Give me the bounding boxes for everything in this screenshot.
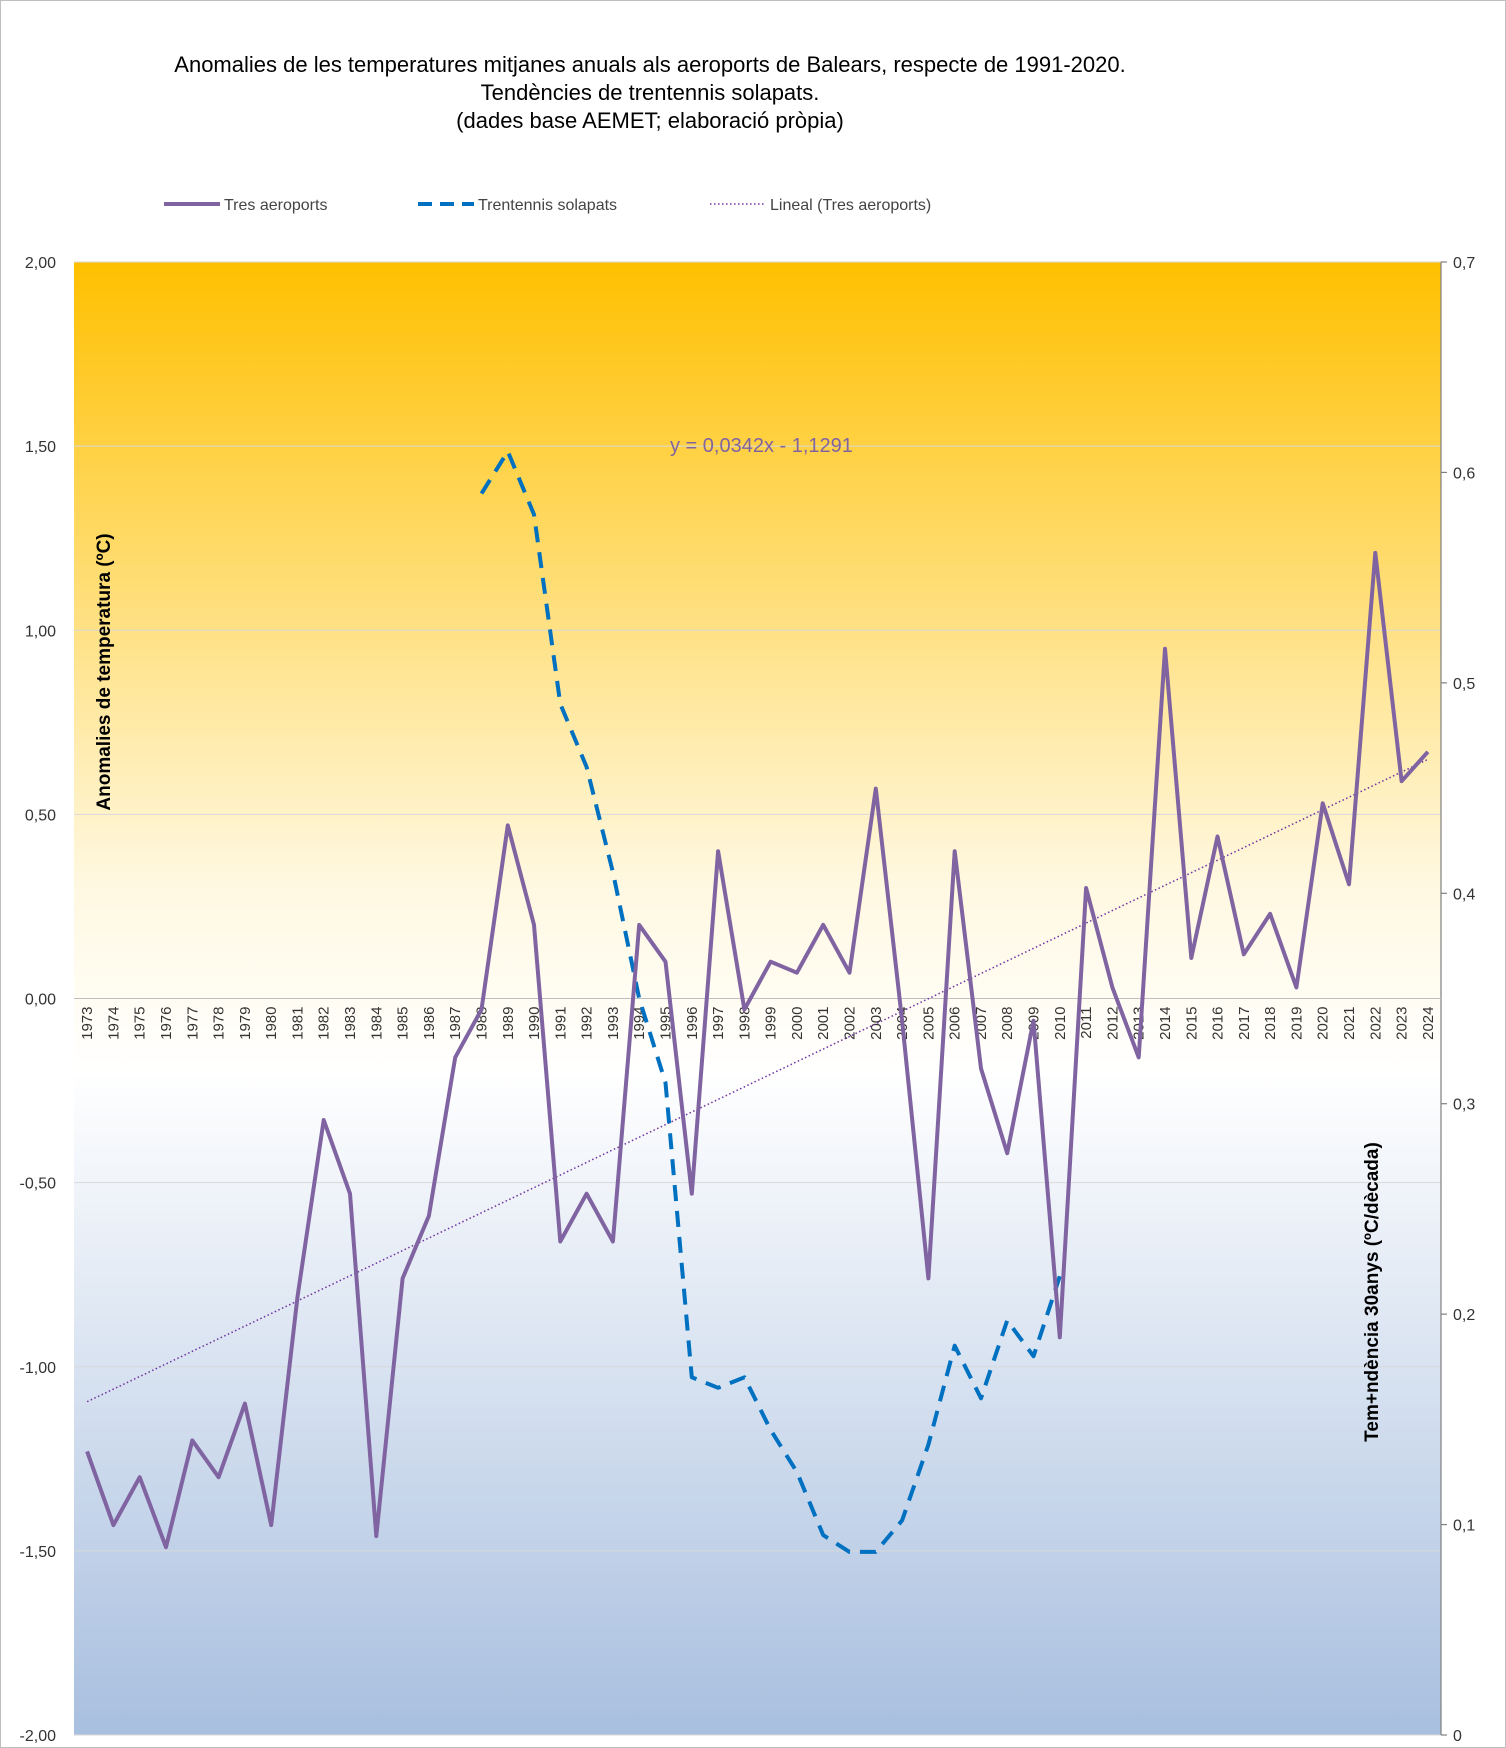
x-tick-label: 2022 bbox=[1367, 1007, 1384, 1040]
x-tick-label: 2003 bbox=[868, 1007, 885, 1040]
legend: Tres aeroports Trentennis solapats Lineal … bbox=[164, 197, 931, 214]
x-tick-label: 1975 bbox=[132, 1007, 149, 1040]
x-tick-label: 2012 bbox=[1104, 1007, 1121, 1040]
x-tick-label: 1973 bbox=[79, 1007, 96, 1040]
x-tick-label: 2015 bbox=[1183, 1007, 1200, 1040]
x-tick-label: 2001 bbox=[815, 1007, 832, 1040]
x-tick-label: 2011 bbox=[1078, 1007, 1095, 1039]
y-tick-label: -1,00 bbox=[20, 1360, 57, 1377]
y-tick-label: 1,50 bbox=[25, 439, 56, 456]
x-tick-label: 1987 bbox=[447, 1007, 464, 1040]
x-tick-label: 1977 bbox=[184, 1007, 201, 1040]
y-tick-label: 2,00 bbox=[25, 255, 56, 272]
x-tick-label: 2017 bbox=[1236, 1007, 1253, 1040]
x-tick-label: 2002 bbox=[842, 1007, 859, 1040]
x-tick-label: 1999 bbox=[763, 1007, 780, 1040]
x-tick-label: 2008 bbox=[999, 1007, 1016, 1040]
y2-tick-label: 0 bbox=[1453, 1728, 1462, 1745]
gridlines bbox=[74, 261, 1441, 1736]
x-tick-label: 1978 bbox=[211, 1007, 228, 1040]
y2-tick-label: 0,6 bbox=[1453, 465, 1475, 482]
x-tick-label: 1998 bbox=[736, 1007, 753, 1040]
y2-tick-label: 0,7 bbox=[1453, 255, 1475, 272]
x-tick-label: 2021 bbox=[1341, 1007, 1358, 1040]
x-tick-label: 1992 bbox=[579, 1007, 596, 1040]
y2-tick-label: 0,4 bbox=[1453, 886, 1475, 903]
x-tick-label: 2023 bbox=[1394, 1007, 1411, 1040]
y-tick-label: -1,50 bbox=[20, 1544, 57, 1561]
legend-label: Tres aeroports bbox=[224, 197, 327, 214]
chart-source-note: (dades base AEMET; elaboració pròpia) bbox=[456, 108, 844, 133]
legend-label: Trentennis solapats bbox=[478, 197, 617, 214]
x-tick-label: 1986 bbox=[421, 1007, 438, 1040]
x-tick-label: 2024 bbox=[1420, 1007, 1437, 1040]
x-tick-label: 1976 bbox=[158, 1007, 175, 1040]
x-tick-label: 1981 bbox=[289, 1007, 306, 1040]
x-tick-label: 1974 bbox=[105, 1007, 122, 1040]
x-tick-label: 1991 bbox=[552, 1007, 569, 1040]
x-tick-label: 2018 bbox=[1262, 1007, 1279, 1040]
x-tick-label: 1983 bbox=[342, 1007, 359, 1040]
y-tick-label: -0,50 bbox=[20, 1176, 57, 1193]
x-tick-label: 1997 bbox=[710, 1007, 727, 1040]
trendline-equation: y = 0,0342x - 1,1291 bbox=[670, 435, 853, 457]
x-tick-label: 1980 bbox=[263, 1007, 280, 1040]
x-tick-label: 1985 bbox=[395, 1007, 412, 1040]
y-tick-label: -2,00 bbox=[20, 1728, 57, 1745]
chart-subtitle: Tendències de trentennis solapats. bbox=[480, 80, 820, 105]
x-tick-label: 2014 bbox=[1157, 1007, 1174, 1040]
y2-tick-label: 0,5 bbox=[1453, 676, 1475, 693]
y-tick-label: 1,00 bbox=[25, 623, 56, 640]
x-tick-label: 2010 bbox=[1052, 1007, 1069, 1040]
x-tick-label: 1996 bbox=[684, 1007, 701, 1040]
y-tick-label: 0,50 bbox=[25, 807, 56, 824]
axes: 2,001,501,000,500,00-0,50-1,00-1,50-2,00… bbox=[20, 255, 1476, 1745]
x-tick-label: 2000 bbox=[789, 1007, 806, 1040]
y2-tick-label: 0,3 bbox=[1453, 1097, 1475, 1114]
x-tick-label: 2005 bbox=[920, 1007, 937, 1040]
x-tick-label: 1979 bbox=[237, 1007, 254, 1040]
x-tick-label: 1984 bbox=[368, 1007, 385, 1040]
x-tick-label: 1982 bbox=[316, 1007, 333, 1040]
series-layer bbox=[85, 449, 1430, 1554]
y2-axis-title: Tem+ndència 30anys (ºC/dècada) bbox=[1362, 1142, 1383, 1442]
y2-tick-label: 0,2 bbox=[1453, 1307, 1475, 1324]
x-tick-label: 1990 bbox=[526, 1007, 543, 1040]
x-tick-label: 2006 bbox=[947, 1007, 964, 1040]
x-tick-label: 2019 bbox=[1288, 1007, 1305, 1040]
y2-tick-label: 0,1 bbox=[1453, 1518, 1475, 1535]
x-tick-label: 2020 bbox=[1315, 1007, 1332, 1040]
series-tres-aeroports bbox=[85, 550, 1430, 1550]
legend-label: Lineal (Tres aeroports) bbox=[770, 197, 931, 214]
y-axis-title: Anomalies de temperatura (ºC) bbox=[94, 533, 115, 810]
x-tick-label: 1993 bbox=[605, 1007, 622, 1040]
chart-title: Anomalies de les temperatures mitjanes a… bbox=[174, 52, 1126, 77]
x-tick-label: 1989 bbox=[500, 1007, 517, 1040]
y-tick-label: 0,00 bbox=[25, 992, 56, 1009]
x-tick-label: 2016 bbox=[1210, 1007, 1227, 1040]
